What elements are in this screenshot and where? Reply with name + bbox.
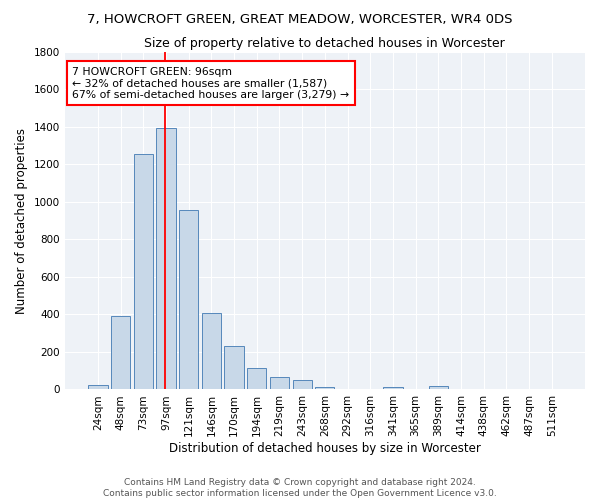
Bar — [202, 312, 221, 390]
Bar — [247, 368, 266, 390]
Bar — [111, 316, 130, 390]
Bar — [361, 388, 380, 390]
Bar — [338, 388, 357, 390]
X-axis label: Distribution of detached houses by size in Worcester: Distribution of detached houses by size … — [169, 442, 481, 455]
Bar — [315, 386, 334, 390]
Bar — [406, 388, 425, 390]
Bar — [428, 386, 448, 390]
Text: 7 HOWCROFT GREEN: 96sqm
← 32% of detached houses are smaller (1,587)
67% of semi: 7 HOWCROFT GREEN: 96sqm ← 32% of detache… — [73, 67, 350, 100]
Bar — [179, 210, 199, 390]
Y-axis label: Number of detached properties: Number of detached properties — [15, 128, 28, 314]
Bar — [270, 378, 289, 390]
Bar — [224, 346, 244, 390]
Text: 7, HOWCROFT GREEN, GREAT MEADOW, WORCESTER, WR4 0DS: 7, HOWCROFT GREEN, GREAT MEADOW, WORCEST… — [87, 12, 513, 26]
Bar — [88, 385, 107, 390]
Bar — [134, 154, 153, 390]
Text: Contains HM Land Registry data © Crown copyright and database right 2024.
Contai: Contains HM Land Registry data © Crown c… — [103, 478, 497, 498]
Bar — [293, 380, 312, 390]
Title: Size of property relative to detached houses in Worcester: Size of property relative to detached ho… — [145, 38, 505, 51]
Bar — [383, 387, 403, 390]
Bar — [157, 128, 176, 390]
